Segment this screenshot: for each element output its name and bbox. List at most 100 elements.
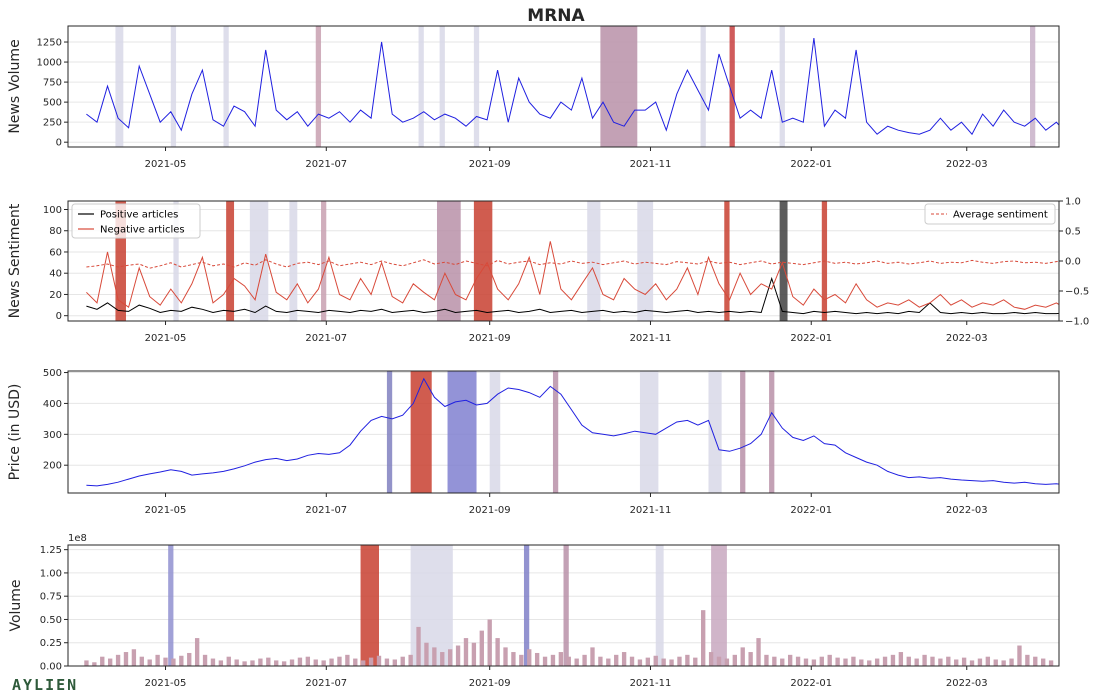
y-tick-label: 0 xyxy=(56,311,62,322)
legend-label: Negative articles xyxy=(100,225,185,236)
series-line-positive-articles xyxy=(86,276,1059,315)
x-tick-label: 2022-01 xyxy=(790,505,832,516)
y-tick-label: 500 xyxy=(43,98,62,109)
x-tick-label: 2021-05 xyxy=(145,505,187,516)
legend-label: Positive articles xyxy=(100,210,178,221)
plot-area xyxy=(68,26,1059,147)
y-tick-label: 200 xyxy=(43,461,62,472)
y-tick-label: 1250 xyxy=(37,38,62,49)
x-tick-label: 2022-01 xyxy=(790,678,832,689)
event-highlight-band xyxy=(360,545,380,666)
y2-tick-label: −1.0 xyxy=(1065,317,1089,328)
volume-bar xyxy=(890,654,896,666)
volume-bar xyxy=(764,654,769,666)
volume-bar xyxy=(811,659,817,666)
series-line-news-volume xyxy=(86,37,1059,136)
event-highlight-band xyxy=(386,371,393,493)
volume-bar xyxy=(827,654,832,666)
event-highlight-band xyxy=(637,201,654,321)
x-tick-label: 2022-01 xyxy=(790,333,832,344)
volume-bar xyxy=(930,656,935,666)
volume-bar xyxy=(1033,656,1038,666)
event-highlight-band xyxy=(563,545,569,666)
volume-bar xyxy=(803,658,809,666)
y-tick-label: 60 xyxy=(49,247,62,258)
event-highlight-band xyxy=(1030,26,1036,147)
volume-bar xyxy=(519,654,524,666)
x-tick-label: 2021-11 xyxy=(630,333,672,344)
x-tick-label: 2021-09 xyxy=(469,159,511,170)
volume-bar xyxy=(487,619,492,666)
x-tick-label: 2021-09 xyxy=(469,678,511,689)
volume-bar xyxy=(582,654,587,666)
x-tick-label: 2021-09 xyxy=(469,333,511,344)
event-highlight-band xyxy=(439,26,445,147)
y-tick-label: 20 xyxy=(49,290,62,301)
volume-bar xyxy=(669,659,674,666)
volume-bar xyxy=(337,656,342,666)
series-line-price xyxy=(86,377,1059,487)
x-tick-label: 2021-05 xyxy=(145,333,187,344)
volume-bar xyxy=(147,659,152,666)
volume-bar xyxy=(274,660,279,666)
volume-bar xyxy=(440,652,445,666)
plot-frame xyxy=(67,370,1060,494)
volume-bar xyxy=(590,647,595,666)
x-tick-label: 2021-11 xyxy=(630,505,672,516)
y-tick-label: 1000 xyxy=(37,58,62,69)
volume-bar xyxy=(503,647,508,666)
volume-bar xyxy=(993,659,998,666)
y-tick-label: 0.25 xyxy=(40,638,62,649)
volume-bar xyxy=(938,658,943,666)
x-tick-label: 2021-09 xyxy=(469,505,511,516)
plot-area xyxy=(68,201,1059,321)
event-highlight-band xyxy=(779,201,788,321)
volume-bar xyxy=(376,655,382,666)
volume-bar xyxy=(447,649,453,666)
volume-bar xyxy=(550,654,556,666)
volume-bar xyxy=(685,654,690,666)
event-highlight-band xyxy=(708,371,722,493)
volume-bar xyxy=(321,660,326,666)
volume-bar xyxy=(598,656,603,666)
volume-bar xyxy=(874,658,880,666)
volume-bar xyxy=(281,661,287,666)
legend-box xyxy=(71,203,201,239)
volume-bar xyxy=(906,656,911,666)
volume-bar xyxy=(471,642,477,666)
volume-bar xyxy=(748,652,753,666)
volume-bar xyxy=(701,610,706,666)
volume-bar xyxy=(368,657,374,666)
volume-bar xyxy=(985,656,991,666)
price-panel: 200 300 400 500 2021-05 2021-07 2021-09 2021-11… xyxy=(7,368,1060,516)
volume-bar xyxy=(780,658,785,666)
volume-bar xyxy=(305,656,311,666)
y2-tick-label: 0.0 xyxy=(1065,257,1081,268)
volume-bar xyxy=(1017,645,1022,666)
x-tick-label: 2021-07 xyxy=(305,678,347,689)
y2-tick-label: 0.5 xyxy=(1065,227,1081,238)
volume-bar xyxy=(851,656,856,666)
volume-bar xyxy=(867,660,872,666)
event-highlight-band xyxy=(587,201,601,321)
volume-bar xyxy=(392,659,397,666)
volume-bar xyxy=(495,638,500,666)
trading-volume-panel: 0.00 0.25 0.50 0.75 1.00 1.25 2021-05 2021-07 20… xyxy=(8,533,1060,689)
y-axis-title: Volume xyxy=(8,579,24,631)
plot-area xyxy=(68,545,1059,666)
y-tick-label: 0.75 xyxy=(40,592,62,603)
event-highlight-band xyxy=(289,201,298,321)
volume-bar xyxy=(455,645,461,666)
event-highlight-band xyxy=(436,201,461,321)
y-tick-label: 80 xyxy=(49,226,62,237)
event-highlight-band xyxy=(410,371,432,493)
volume-bar xyxy=(843,658,848,666)
chart-title: MRNA xyxy=(527,6,585,26)
volume-bar xyxy=(242,661,247,666)
volume-bar xyxy=(313,659,318,666)
volume-bar xyxy=(677,656,682,666)
aylien-logo: AYLIEN xyxy=(12,676,79,694)
volume-bar xyxy=(645,657,651,666)
volume-bar xyxy=(258,658,263,666)
y-tick-label: 750 xyxy=(43,78,62,89)
